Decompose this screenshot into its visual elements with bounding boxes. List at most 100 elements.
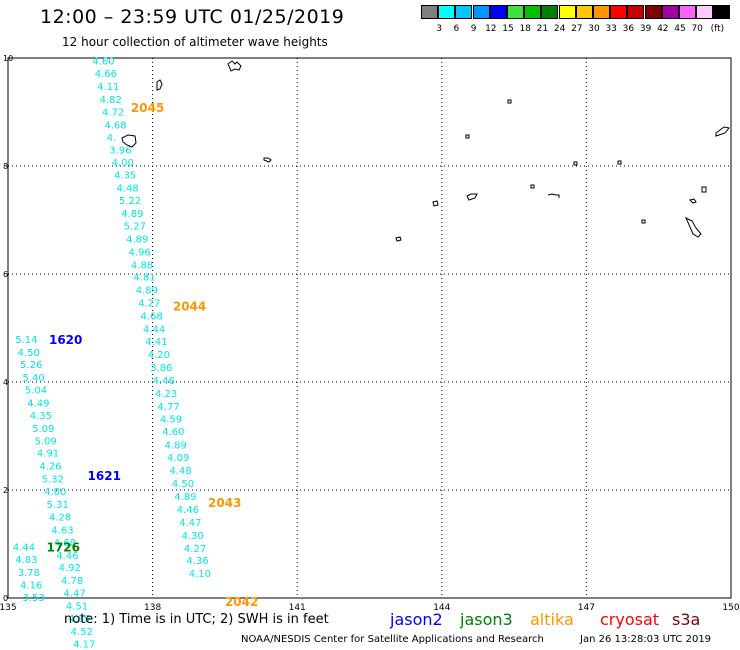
wave-height-value: 4.51 xyxy=(66,602,88,613)
lon-tick-label: 150 xyxy=(722,603,739,613)
pass-time-label: 1726 xyxy=(47,541,80,555)
wave-height-value: 4. xyxy=(107,133,117,144)
legend-swatch xyxy=(421,5,438,19)
wave-height-value: 4.78 xyxy=(61,576,83,587)
wave-height-value: 4.41 xyxy=(145,337,167,348)
island-outline xyxy=(263,157,272,163)
legend-label: 33 xyxy=(605,24,617,34)
legend-label: 27 xyxy=(571,24,583,34)
wave-height-value: 4.23 xyxy=(155,389,177,400)
wave-height-value: 4.77 xyxy=(157,402,179,413)
wave-height-value: 4.68 xyxy=(141,312,163,323)
island-outline xyxy=(573,161,578,166)
legend-swatch xyxy=(541,5,559,19)
wave-height-value: 4.72 xyxy=(102,107,124,118)
legend-label: 3 xyxy=(436,24,443,34)
wave-height-value: 4.50 xyxy=(172,479,194,490)
wave-height-value: 5.40 xyxy=(22,373,44,384)
wave-height-value: 4.63 xyxy=(51,525,73,536)
pass-time-label: 1620 xyxy=(49,333,82,347)
wave-height-value: 4.44 xyxy=(13,543,35,554)
legend-swatch xyxy=(472,5,490,19)
legend-swatch xyxy=(455,5,473,19)
wave-height-value: 4.20 xyxy=(148,350,170,361)
island-outline xyxy=(156,79,163,91)
legend-swatch xyxy=(696,5,714,19)
legend-label: 18 xyxy=(519,24,531,34)
island-outline xyxy=(395,236,402,242)
wave-height-value: 4.60 xyxy=(162,427,184,438)
legend-label: 30 xyxy=(588,24,600,34)
satellite-key-jason2: jason2 xyxy=(390,610,443,629)
wave-height-value: 3.53 xyxy=(22,593,44,604)
wave-height-value: 4.81 xyxy=(133,273,155,284)
wave-height-value: 4.10 xyxy=(189,569,211,580)
wave-height-value: 5.09 xyxy=(32,424,54,435)
legend-label: 6 xyxy=(453,24,460,34)
wave-height-value: 4.30 xyxy=(182,531,204,542)
island-outline xyxy=(617,160,622,165)
pass-time-label: 2045 xyxy=(131,101,164,115)
wave-height-value: 4.96 xyxy=(129,247,151,258)
wave-height-value: 3.96 xyxy=(109,145,131,156)
generated-timestamp: Jan 26 13:28:03 UTC 2019 xyxy=(580,634,712,645)
wave-height-value: 4.36 xyxy=(186,556,208,567)
satellite-key-s3a: s3a xyxy=(672,610,701,629)
wave-height-value: 4.00 xyxy=(112,158,134,169)
lat-tick-label: 0 xyxy=(3,594,8,603)
legend-swatch xyxy=(438,5,456,19)
credit-line: NOAA/NESDIS Center for Satellite Applica… xyxy=(241,634,544,645)
satellite-key-altika: altika xyxy=(530,610,574,629)
wave-height-value: 4.52 xyxy=(71,627,93,638)
wave-height-value: 4.48 xyxy=(116,184,138,195)
wave-height-value: 3.78 xyxy=(18,568,40,579)
legend-label: 45 xyxy=(674,24,686,34)
wave-height-value: 4.89 xyxy=(174,492,196,503)
legend-label: 39 xyxy=(639,24,652,34)
legend-label: 24 xyxy=(553,24,566,34)
wave-height-value: 5.04 xyxy=(25,386,47,397)
island-outline xyxy=(121,134,137,148)
wave-height-value: 4.89 xyxy=(165,441,187,452)
legend-swatch xyxy=(558,5,576,19)
wave-height-value: 5.14 xyxy=(15,335,37,346)
legend-swatch xyxy=(593,5,610,19)
wave-height-value: 4.80 xyxy=(44,487,66,498)
wave-height-value: 4.48 xyxy=(169,466,191,477)
legend-label: 9 xyxy=(470,24,477,34)
wave-height-value: 4.60 xyxy=(92,57,114,68)
wave-height-value: 4.09 xyxy=(167,453,189,464)
pass-time-label: 1621 xyxy=(88,469,121,483)
island-outline xyxy=(227,60,242,72)
lon-tick-label: 135 xyxy=(0,603,17,613)
legend-swatch xyxy=(713,5,731,19)
lat-tick-label: 10 xyxy=(3,54,13,63)
wave-height-value: 4.88 xyxy=(131,260,153,271)
legend-label: 15 xyxy=(502,24,514,34)
legend-label: 21 xyxy=(536,24,549,34)
pass-time-label: 2043 xyxy=(208,496,241,510)
island-outline xyxy=(715,126,730,137)
footer-note: note: 1) Time is in UTC; 2) SWH is in fe… xyxy=(64,612,329,627)
lon-tick-label: 144 xyxy=(433,603,450,613)
wave-height-value: 5.09 xyxy=(35,436,57,447)
legend-swatch xyxy=(507,5,524,19)
wave-height-value: 4.27 xyxy=(138,299,160,310)
map-frame xyxy=(7,57,732,599)
legend-swatch xyxy=(627,5,645,19)
wave-height-value: 4.91 xyxy=(37,449,59,460)
legend-label: 70 xyxy=(691,24,703,34)
pass-time-label: 2042 xyxy=(225,595,258,609)
wave-height-value: 4.44 xyxy=(143,325,165,336)
island-outline xyxy=(689,198,697,204)
wave-height-value: 4.27 xyxy=(184,544,206,555)
wave-height-value: 4.68 xyxy=(54,538,76,549)
map-subtitle: 12 hour collection of altimeter wave hei… xyxy=(62,35,328,49)
wave-height-value: 4.46 xyxy=(153,376,175,387)
island-outline xyxy=(507,99,512,104)
wave-height-value: 4.26 xyxy=(39,462,61,473)
legend-swatch xyxy=(575,5,593,19)
island-outline xyxy=(432,200,439,207)
lon-tick-label: 147 xyxy=(578,603,595,613)
wave-height-value: 4.46 xyxy=(56,551,78,562)
